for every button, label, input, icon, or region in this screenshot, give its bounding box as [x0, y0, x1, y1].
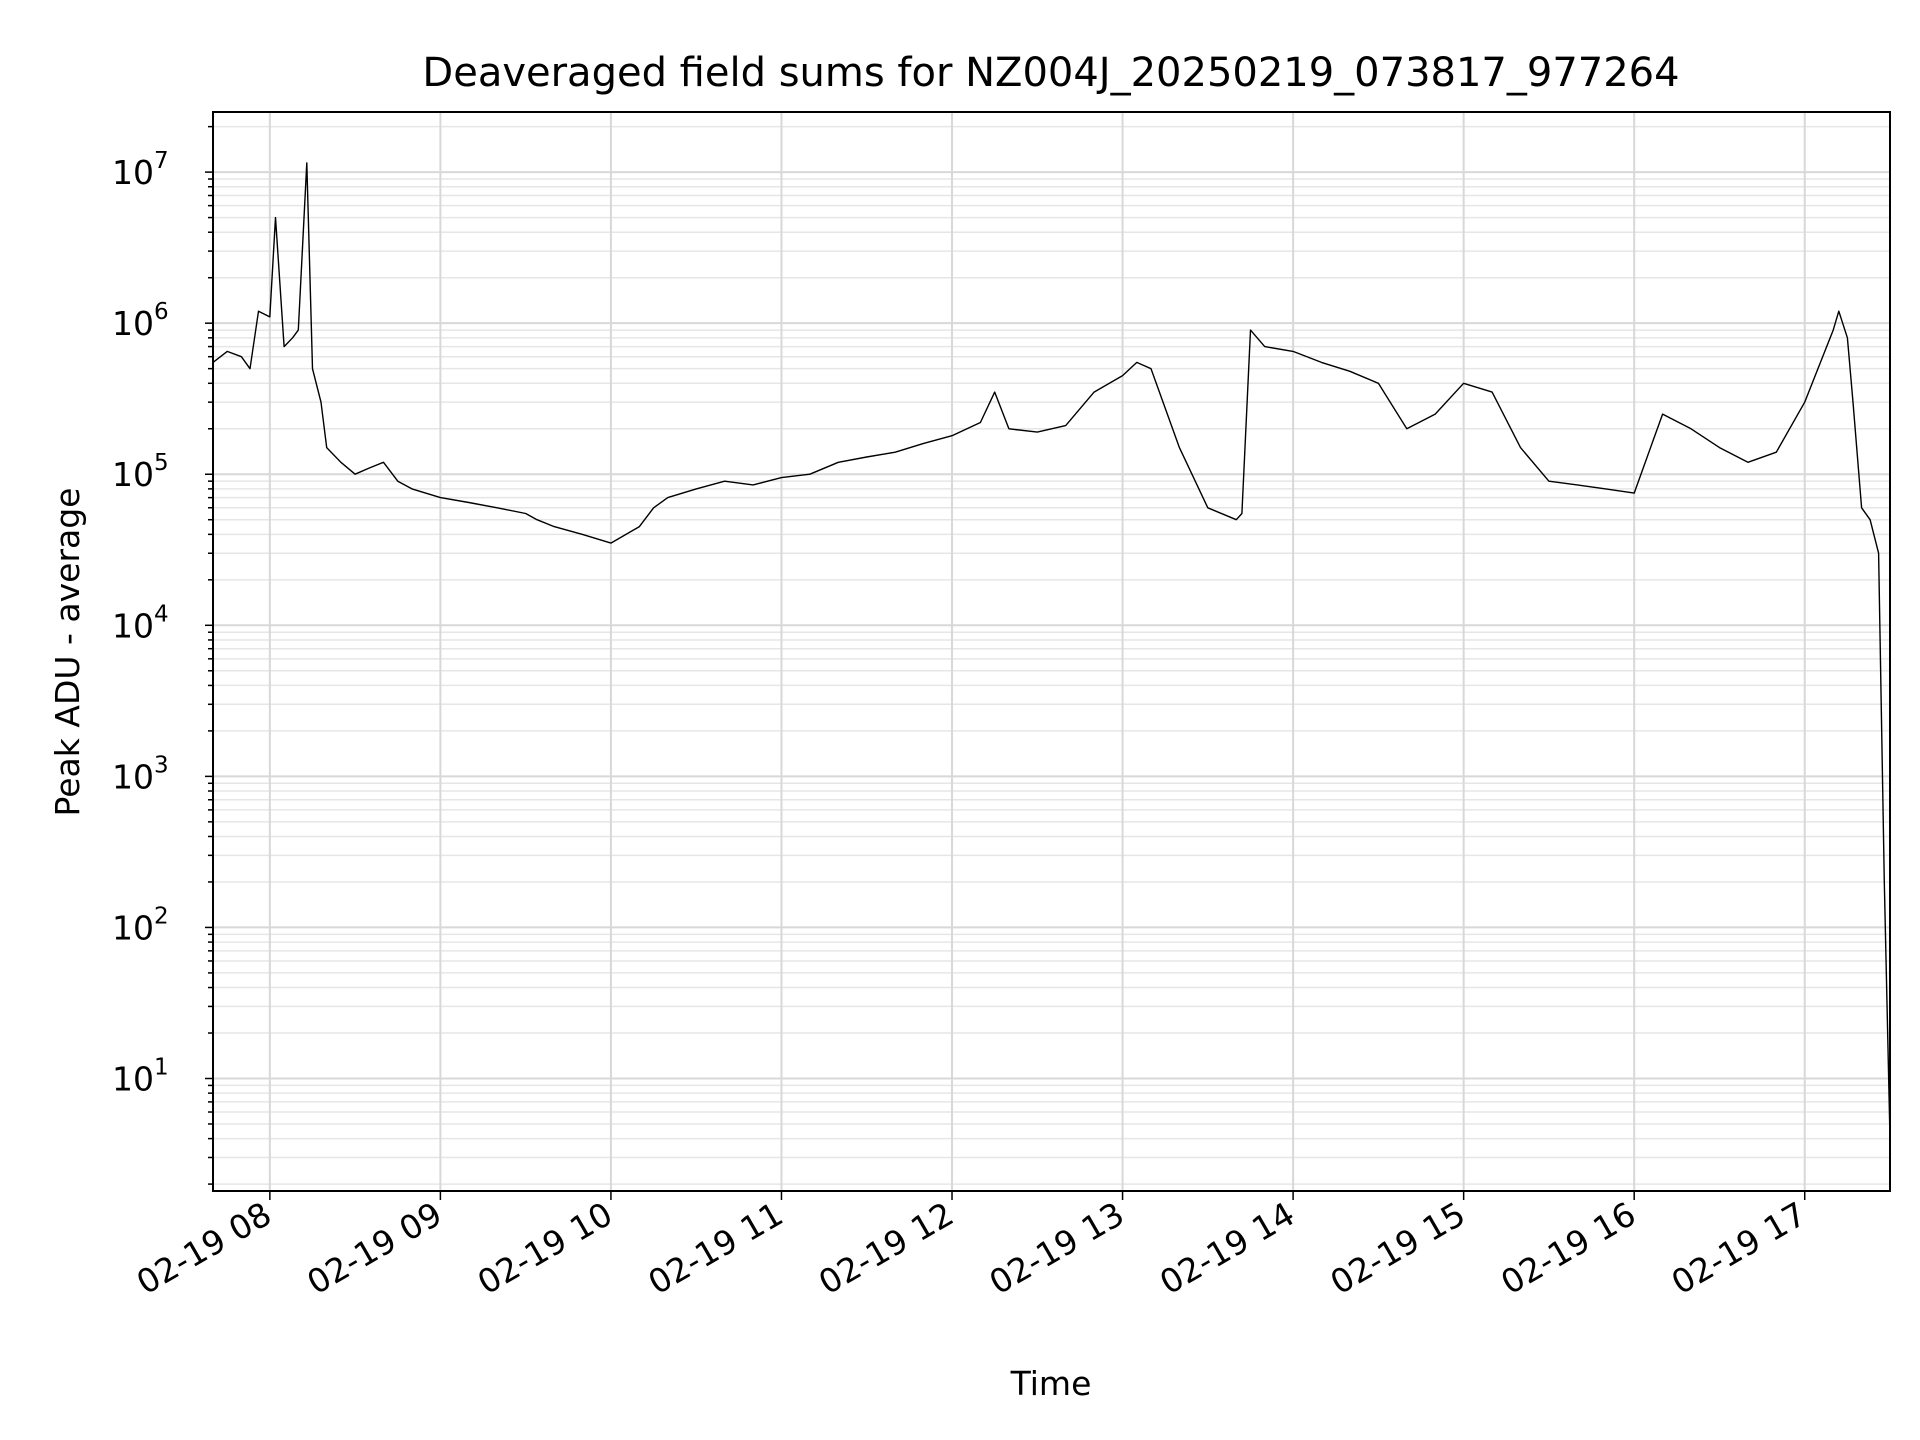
chart-title: Deaveraged field sums for NZ004J_2025021… [422, 50, 1679, 96]
y-tick-label: 106 [112, 299, 169, 343]
grid-lines [213, 112, 1890, 1191]
plot-frame [212, 111, 1891, 1192]
y-tick-label: 103 [112, 752, 169, 796]
y-tick-label: 102 [112, 903, 169, 947]
y-axis-label: Peak ADU - average [48, 488, 87, 817]
y-tick-label: 101 [112, 1054, 169, 1098]
x-axis-label: Time [1010, 1364, 1092, 1403]
y-tick-label: 104 [112, 601, 169, 645]
y-tick-label: 105 [112, 450, 169, 494]
series-line [212, 162, 1891, 1139]
y-tick-label: 107 [112, 148, 169, 192]
